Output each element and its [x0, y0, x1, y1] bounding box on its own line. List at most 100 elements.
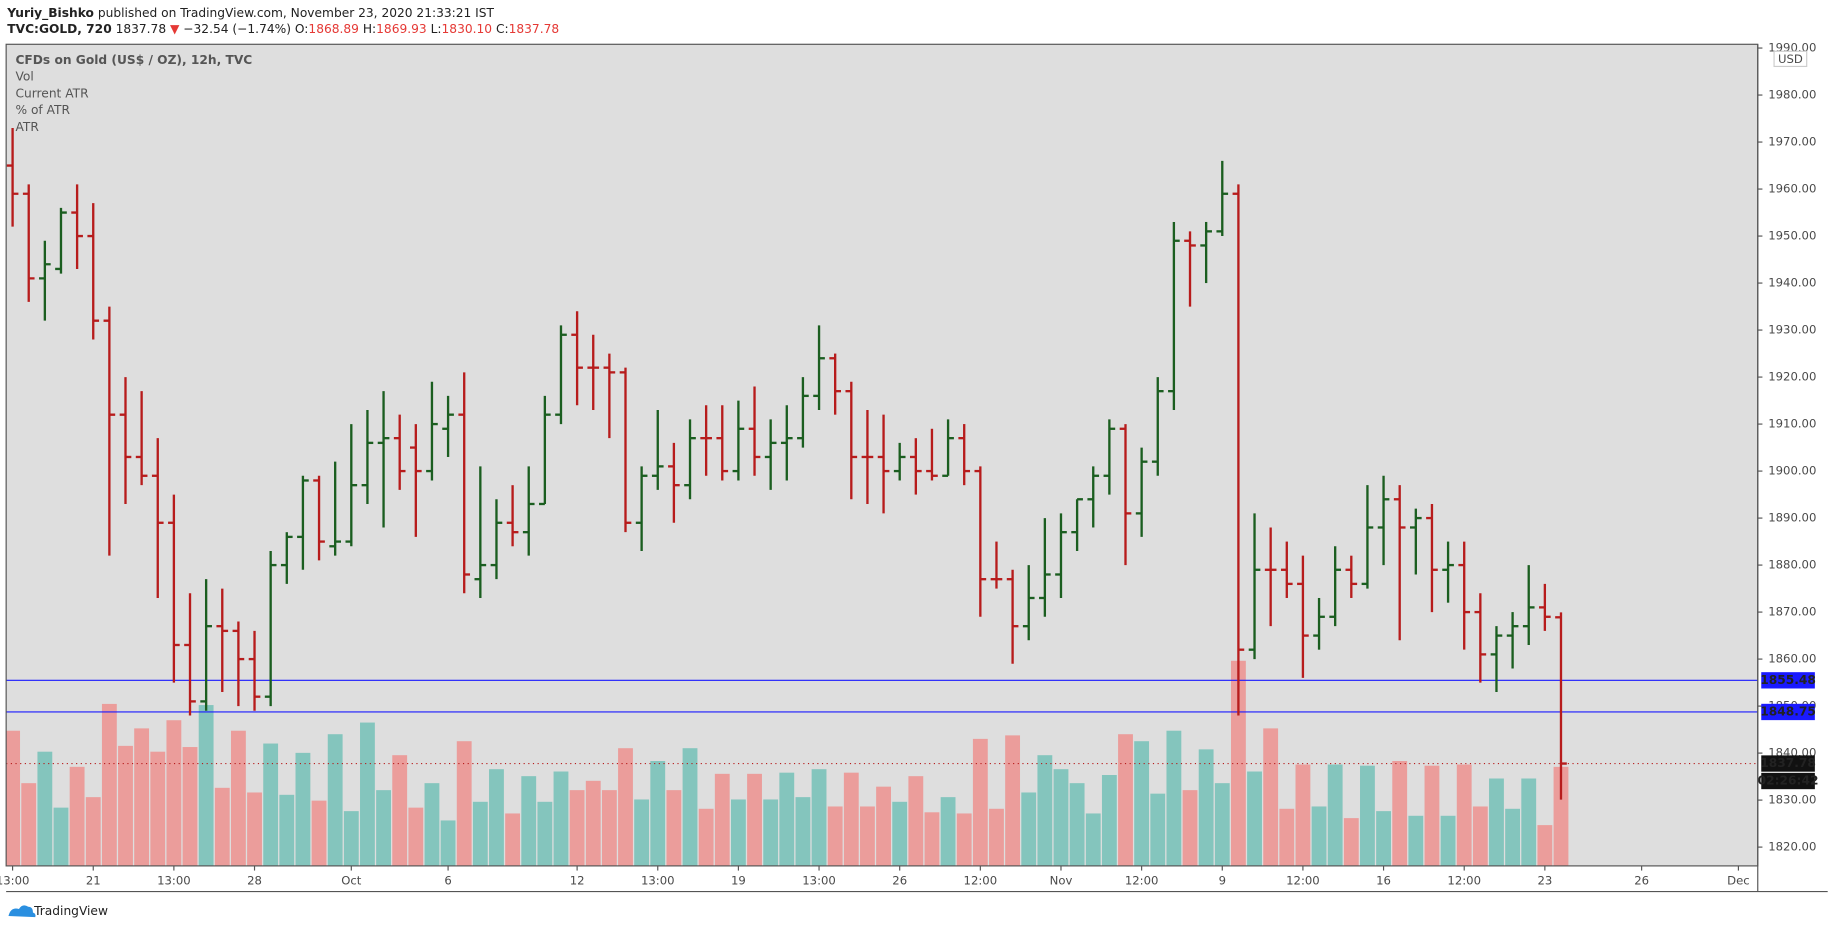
ohlc-bar	[248, 630, 261, 711]
y-tick-label: 1980.00	[1768, 88, 1816, 102]
ohlc-bar	[1297, 555, 1309, 678]
volume-bar	[21, 783, 37, 866]
volume-bar	[843, 772, 859, 866]
x-tick-label: 26	[892, 874, 907, 888]
indicator-label: ATR	[15, 120, 39, 134]
volume-bar	[1360, 765, 1375, 866]
volume-bar	[892, 801, 908, 866]
ohlc-bar	[603, 353, 616, 439]
ohlc-bar	[1216, 160, 1229, 237]
x-tick-label: Nov	[1050, 874, 1073, 888]
volume-bar	[230, 730, 246, 866]
x-tick-label: 12:00	[1447, 874, 1481, 888]
y-tick-label: 1890.00	[1768, 511, 1816, 525]
volume-bar	[1505, 808, 1521, 866]
ohlc-bar	[1264, 527, 1277, 627]
volume-bar	[1198, 749, 1214, 866]
hline-label: 1855.48	[1760, 673, 1816, 687]
tradingview-logo: TradingView	[8, 904, 108, 918]
ohlc-bar	[200, 579, 212, 711]
ohlc-bar	[522, 466, 535, 556]
countdown: 02:26:42	[1758, 774, 1819, 788]
y-tick-label: 1920.00	[1768, 370, 1816, 384]
x-tick-label: 19	[731, 874, 746, 888]
header-line-1: Yuriy_Bishko published on TradingView.co…	[6, 5, 494, 20]
ohlc-bar	[345, 424, 358, 547]
ohlc-bar	[442, 395, 454, 457]
volume-bar	[537, 801, 553, 866]
o-value: 1868.89	[308, 22, 359, 36]
ohlc-bar	[1151, 377, 1164, 476]
last-price-bg	[1761, 755, 1815, 772]
volume-bar	[279, 794, 295, 866]
ohlc-bar	[1490, 626, 1503, 692]
volume-bar	[1085, 813, 1101, 866]
ohlc-bar	[329, 461, 342, 556]
indicator-label: Current ATR	[15, 86, 89, 100]
volume-bar	[779, 772, 795, 866]
currency-box: USD	[1773, 50, 1808, 68]
volume-bar	[1456, 764, 1472, 866]
chart-title: CFDs on Gold (US$ / OZ), 12h, TVC	[15, 53, 252, 67]
logo-icon	[8, 905, 36, 918]
volume-bar	[860, 806, 875, 866]
volume-bar	[876, 786, 891, 866]
brand: TradingView	[33, 904, 108, 918]
volume-bar	[214, 787, 230, 866]
currency: USD	[1778, 52, 1803, 66]
volume-bar	[730, 799, 746, 866]
volume-bar	[295, 752, 311, 866]
ohlc-bar	[1103, 419, 1116, 495]
ohlc-bar	[361, 409, 374, 504]
volume-bar	[1472, 806, 1488, 866]
ohlc-bar	[39, 240, 51, 321]
ohlc-bar	[55, 207, 67, 274]
ohlc-bar	[1039, 518, 1051, 617]
ohlc-bar	[1248, 513, 1261, 660]
y-tick-label: 1910.00	[1768, 417, 1816, 431]
ohlc-bar	[71, 184, 83, 269]
change-arrow: ▼	[170, 22, 180, 36]
x-tick-label: 6	[444, 874, 451, 888]
ohlc-bar	[1168, 221, 1180, 410]
ohlc-bar	[1184, 231, 1196, 307]
ohlc-bar	[893, 442, 906, 481]
volume-bar	[166, 720, 182, 866]
volume-bar	[1392, 761, 1408, 866]
ohlc-bar	[1345, 555, 1358, 598]
volume-bar	[1247, 771, 1262, 866]
volume-bar	[1327, 764, 1343, 866]
ohlc-bar	[168, 494, 180, 683]
author: Yuriy_Bishko	[6, 5, 94, 20]
volume-bar	[85, 797, 101, 866]
volume-bar	[247, 792, 262, 866]
volume-bar	[1101, 775, 1117, 866]
h-label: H:	[363, 22, 376, 36]
ohlc-bar	[22, 184, 35, 302]
currency-box-bg	[1773, 50, 1808, 68]
ohlc-bar	[668, 442, 680, 523]
ohlc-bar	[1458, 541, 1471, 650]
volume-bar	[53, 807, 69, 866]
volume-bar	[505, 813, 521, 866]
volume-bar	[327, 734, 343, 866]
ohlc-bar	[1474, 593, 1487, 683]
ohlc-bar	[1522, 565, 1535, 645]
ohlc-bar	[87, 203, 100, 340]
volume-bar	[682, 748, 698, 866]
ohlc-bar	[1280, 541, 1293, 598]
y-tick-label: 1970.00	[1768, 135, 1816, 149]
volume-bar	[198, 705, 214, 866]
volume-bar	[1021, 792, 1037, 866]
c-label: C:	[496, 22, 509, 36]
volume-bar	[489, 769, 504, 866]
axes: 1820.001830.001840.001850.001860.001870.…	[0, 41, 1818, 888]
ohlc-bar	[506, 485, 519, 547]
volume-bar	[553, 771, 569, 866]
ohlc-bar	[135, 391, 148, 486]
ohlc-bar	[797, 377, 809, 448]
volume-bar	[182, 747, 198, 866]
volume-bar	[1214, 783, 1230, 866]
volume-bar	[1150, 793, 1166, 866]
